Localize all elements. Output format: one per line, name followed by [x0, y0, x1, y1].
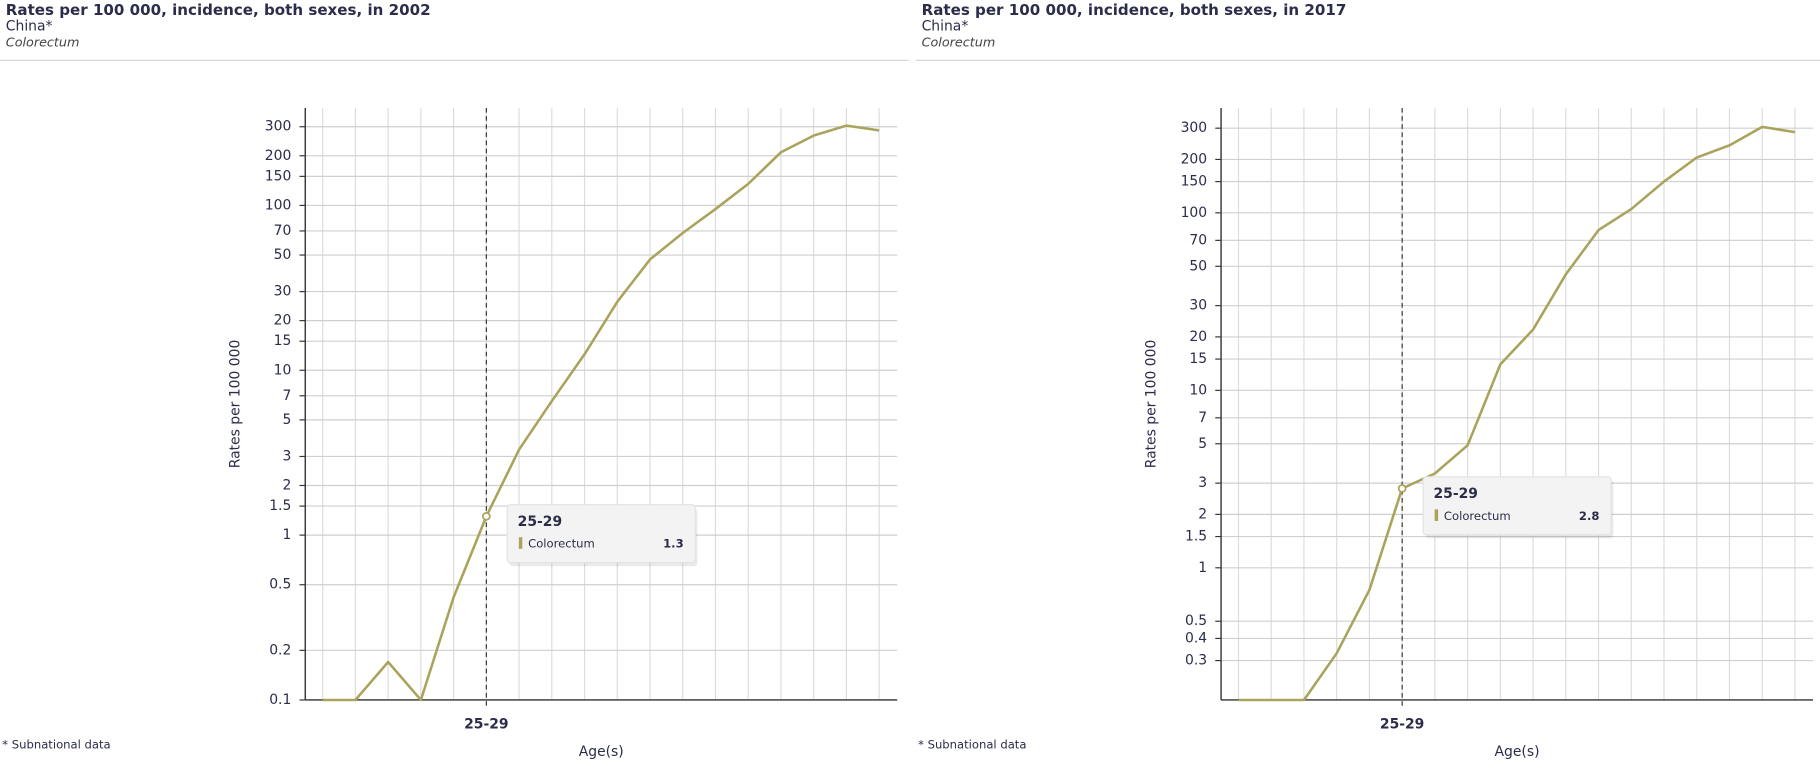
y-tick-label: 1.5 — [269, 498, 291, 514]
y-tick-label: 70 — [1189, 232, 1207, 248]
y-tick-label: 15 — [274, 333, 292, 349]
chart-title: Rates per 100 000, incidence, both sexes… — [922, 1, 1347, 19]
x-tick-label: 25-29 — [1380, 716, 1424, 732]
y-tick-label: 300 — [265, 119, 292, 135]
chart-title: Rates per 100 000, incidence, both sexes… — [6, 1, 431, 19]
y-tick-label: 15 — [1189, 351, 1207, 367]
y-tick-label: 0.1 — [269, 692, 291, 708]
tooltip-title: 25-29 — [518, 514, 562, 530]
y-tick-label: 300 — [1181, 120, 1208, 136]
y-tick-label: 150 — [265, 168, 292, 184]
tooltip — [1422, 476, 1612, 536]
x-tick-label: 25-29 — [464, 716, 508, 732]
hover-point — [481, 511, 491, 521]
cancer-site: Colorectum — [922, 35, 996, 50]
cancer-site: Colorectum — [6, 35, 80, 50]
x-axis-label: Age(s) — [1495, 744, 1540, 760]
y-tick-label: 7 — [282, 388, 291, 404]
x-axis-label: Age(s) — [579, 744, 624, 760]
y-tick-label: 2 — [1198, 506, 1207, 522]
tooltip-swatch — [518, 537, 523, 549]
y-tick-label: 0.2 — [269, 642, 291, 658]
tooltip-value: 2.8 — [1579, 509, 1600, 523]
y-tick-label: 0.5 — [269, 577, 291, 593]
y-axis-label: Rates per 100 000 — [228, 340, 244, 469]
chart: Rates per 100 000, incidence, both sexes… — [0, 1, 909, 760]
y-tick-label: 30 — [1189, 298, 1207, 314]
y-tick-label: 50 — [1189, 258, 1207, 274]
y-tick-label: 5 — [1198, 436, 1207, 452]
tooltip-swatch — [1434, 509, 1439, 521]
chart-subtitle: China* — [6, 19, 53, 35]
hover-point — [1397, 484, 1407, 493]
y-tick-label: 7 — [1198, 410, 1207, 426]
tooltip-series: Colorectum — [528, 537, 595, 551]
chart: Rates per 100 000, incidence, both sexes… — [915, 1, 1820, 760]
footnote: * Subnational data — [918, 738, 1026, 752]
y-tick-label: 30 — [274, 284, 292, 300]
y-tick-label: 1.5 — [1185, 529, 1207, 545]
y-axis-label: Rates per 100 000 — [1143, 340, 1159, 469]
data-line — [1238, 125, 1796, 702]
tooltip-value: 1.3 — [663, 537, 684, 551]
y-tick-label: 3 — [282, 448, 291, 464]
y-tick-label: 150 — [1181, 174, 1208, 190]
tooltip-series: Colorectum — [1444, 509, 1511, 523]
y-tick-label: 20 — [1189, 329, 1207, 345]
tooltip-title: 25-29 — [1433, 486, 1477, 502]
chart-subtitle: China* — [922, 19, 969, 35]
y-tick-label: 2 — [282, 477, 291, 493]
y-tick-label: 0.3 — [1185, 653, 1207, 669]
y-tick-label: 50 — [274, 247, 292, 263]
y-tick-label: 0.5 — [1185, 613, 1207, 629]
y-tick-label: 3 — [1198, 475, 1207, 491]
y-tick-label: 5 — [282, 412, 291, 428]
tooltip — [506, 504, 696, 564]
y-tick-label: 20 — [274, 313, 292, 329]
y-tick-label: 1 — [1198, 560, 1207, 576]
y-tick-label: 200 — [265, 148, 292, 164]
y-tick-label: 1 — [282, 527, 291, 543]
footnote: * Subnational data — [2, 738, 110, 752]
y-tick-label: 70 — [274, 223, 292, 239]
y-tick-label: 100 — [1181, 205, 1208, 221]
data-line — [322, 124, 880, 702]
y-tick-label: 0.4 — [1185, 630, 1207, 646]
y-tick-label: 100 — [265, 197, 292, 213]
y-tick-label: 10 — [1189, 382, 1207, 398]
y-tick-label: 200 — [1181, 151, 1208, 167]
y-tick-label: 10 — [274, 362, 292, 378]
